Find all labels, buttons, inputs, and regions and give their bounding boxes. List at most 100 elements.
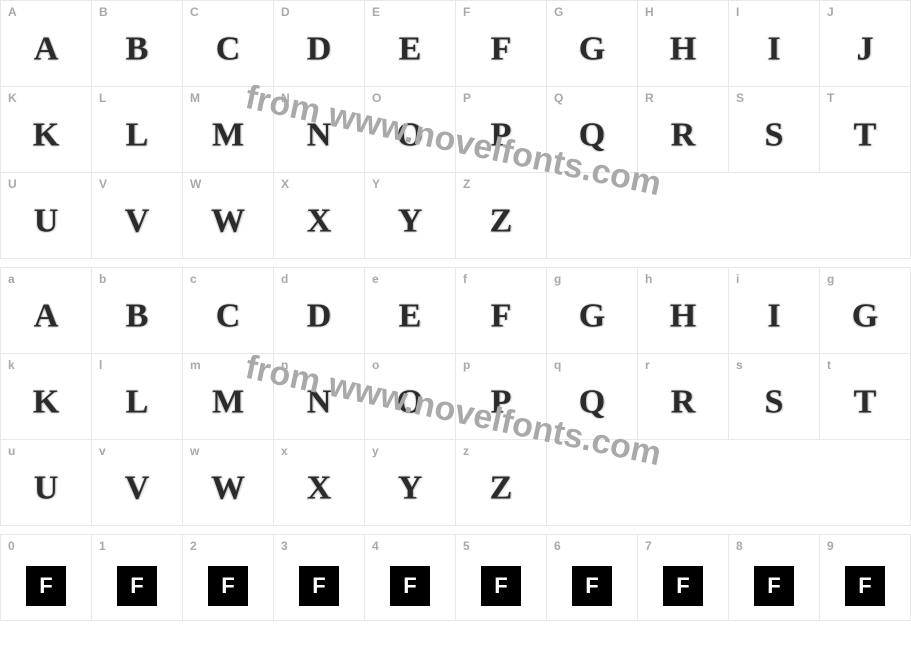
digit-glyph: F — [403, 573, 416, 599]
cell-label: p — [463, 358, 470, 372]
cell-glyph: G — [579, 30, 605, 68]
cell-label: B — [99, 5, 108, 19]
charmap-cell: JJ — [820, 1, 911, 87]
charmap-cell: WW — [183, 173, 274, 259]
cell-label: w — [190, 444, 199, 458]
charmap-cell: oO — [365, 354, 456, 440]
charmap-cell: eE — [365, 268, 456, 354]
charmap-cell: qQ — [547, 354, 638, 440]
cell-label: C — [190, 5, 199, 19]
charmap-container: AABBCCDDEEFFGGHHIIJJKKLLMMNNOOPPQQRRSSTT… — [0, 0, 911, 668]
cell-glyph: Z — [490, 469, 513, 507]
charmap-cell — [547, 173, 638, 259]
charmap-cell: fF — [456, 268, 547, 354]
charmap-cell: pP — [456, 354, 547, 440]
charmap-cell: mM — [183, 354, 274, 440]
cell-glyph: B — [126, 30, 149, 68]
charmap-cell: ZZ — [456, 173, 547, 259]
charmap-cell — [820, 173, 911, 259]
cell-label: F — [463, 5, 470, 19]
digit-box: F — [299, 566, 339, 606]
cell-label: r — [645, 358, 650, 372]
cell-glyph: A — [34, 30, 59, 68]
grid-gap — [0, 526, 911, 534]
digit-box: F — [845, 566, 885, 606]
charmap-cell: II — [729, 1, 820, 87]
cell-label: y — [372, 444, 379, 458]
cell-glyph: U — [34, 202, 59, 240]
cell-label: S — [736, 91, 744, 105]
cell-glyph: D — [307, 30, 332, 68]
charmap-cell: 3F — [274, 535, 365, 621]
charmap-cell: tT — [820, 354, 911, 440]
digit-box-wrap: F — [26, 566, 66, 606]
digit-box: F — [663, 566, 703, 606]
charmap-cell — [547, 440, 638, 526]
digit-box-wrap: F — [117, 566, 157, 606]
cell-label: m — [190, 358, 201, 372]
digit-glyph: F — [676, 573, 689, 599]
digit-glyph: F — [767, 573, 780, 599]
cell-glyph: X — [307, 469, 332, 507]
digit-box-wrap: F — [299, 566, 339, 606]
digit-glyph: F — [221, 573, 234, 599]
cell-glyph: E — [399, 297, 422, 335]
cell-glyph: A — [34, 297, 59, 335]
cell-glyph: Z — [490, 202, 513, 240]
cell-label: s — [736, 358, 743, 372]
charmap-cell: 5F — [456, 535, 547, 621]
charmap-cell: cC — [183, 268, 274, 354]
charmap-cell: 4F — [365, 535, 456, 621]
cell-glyph: R — [671, 383, 696, 421]
charmap-grid-digits: 0F1F2F3F4F5F6F7F8F9F — [0, 534, 911, 621]
cell-label: W — [190, 177, 201, 191]
digit-glyph: F — [494, 573, 507, 599]
cell-glyph: D — [307, 297, 332, 335]
digit-box-wrap: F — [845, 566, 885, 606]
digit-box: F — [754, 566, 794, 606]
charmap-cell: RR — [638, 87, 729, 173]
cell-label: o — [372, 358, 379, 372]
cell-label: T — [827, 91, 834, 105]
cell-label: 4 — [372, 539, 379, 553]
cell-label: n — [281, 358, 288, 372]
charmap-grid-lowercase: aAbBcCdDeEfFgGhHiIgGkKlLmMnNoOpPqQrRsStT… — [0, 267, 911, 526]
cell-glyph: U — [34, 469, 59, 507]
charmap-cell — [729, 440, 820, 526]
cell-label: D — [281, 5, 290, 19]
cell-label: N — [281, 91, 290, 105]
charmap-cell: 0F — [1, 535, 92, 621]
charmap-cell: OO — [365, 87, 456, 173]
cell-glyph: Q — [579, 116, 605, 154]
charmap-cell — [638, 173, 729, 259]
cell-glyph: Y — [398, 469, 423, 507]
cell-glyph: H — [670, 30, 696, 68]
charmap-cell: 1F — [92, 535, 183, 621]
cell-label: c — [190, 272, 197, 286]
cell-glyph: H — [670, 297, 696, 335]
charmap-cell: aA — [1, 268, 92, 354]
charmap-cell: gG — [820, 268, 911, 354]
cell-glyph: T — [854, 116, 877, 154]
digit-box: F — [572, 566, 612, 606]
cell-label: l — [99, 358, 102, 372]
cell-glyph: W — [211, 469, 245, 507]
charmap-cell: GG — [547, 1, 638, 87]
digit-box-wrap: F — [390, 566, 430, 606]
cell-label: t — [827, 358, 831, 372]
charmap-cell: gG — [547, 268, 638, 354]
cell-label: h — [645, 272, 652, 286]
charmap-cell — [729, 173, 820, 259]
charmap-cell: zZ — [456, 440, 547, 526]
charmap-cell: LL — [92, 87, 183, 173]
cell-label: 8 — [736, 539, 743, 553]
cell-glyph: T — [854, 383, 877, 421]
digit-glyph: F — [39, 573, 52, 599]
cell-glyph: N — [307, 116, 332, 154]
cell-label: A — [8, 5, 17, 19]
cell-glyph: L — [126, 383, 149, 421]
charmap-cell: BB — [92, 1, 183, 87]
digit-box-wrap: F — [663, 566, 703, 606]
cell-label: d — [281, 272, 288, 286]
charmap-cell: bB — [92, 268, 183, 354]
